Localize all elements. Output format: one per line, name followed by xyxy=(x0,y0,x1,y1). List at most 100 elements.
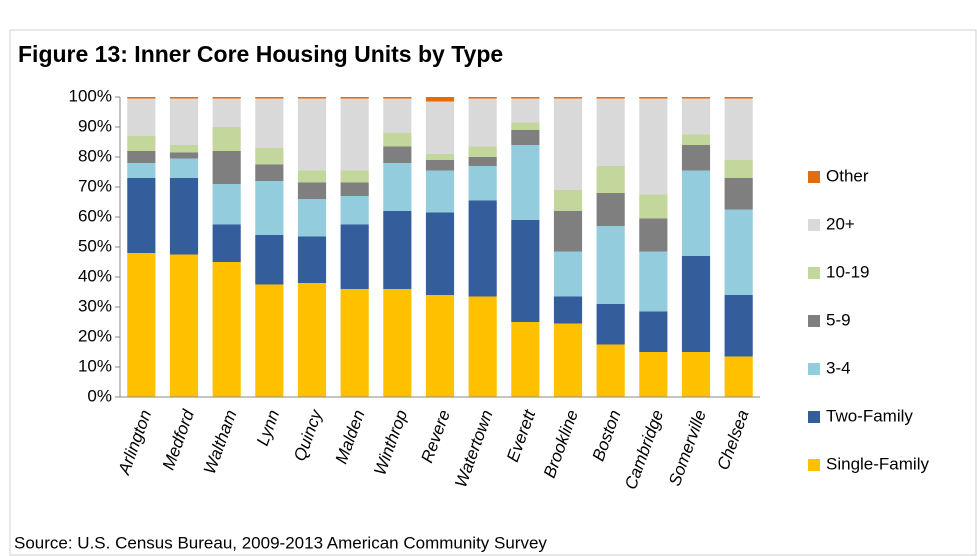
bar-segment xyxy=(553,251,583,297)
bar-segment xyxy=(127,178,156,253)
bar-segment xyxy=(340,98,369,171)
bar-segment xyxy=(212,98,241,127)
legend-label: 20+ xyxy=(826,214,855,233)
bar-segment xyxy=(169,98,199,145)
bar-segment xyxy=(681,170,711,256)
bar-segment xyxy=(212,262,241,397)
y-tick-label: 0% xyxy=(87,386,112,405)
legend-swatch xyxy=(808,411,820,423)
bar-segment xyxy=(212,184,241,225)
bar-segment xyxy=(340,196,369,225)
legend-label: 10-19 xyxy=(826,262,869,281)
bar-segment xyxy=(383,146,412,163)
bar-segment xyxy=(297,97,327,99)
bar-segment xyxy=(169,254,199,397)
bar-segment xyxy=(553,190,583,211)
bar-segment xyxy=(553,98,583,190)
bar-segment xyxy=(383,289,412,397)
bar-segment xyxy=(127,136,156,151)
bar-segment xyxy=(425,212,455,295)
bar-segment xyxy=(511,130,540,145)
bar-segment xyxy=(468,296,497,397)
bar-segment xyxy=(127,253,156,397)
bar-segment xyxy=(724,178,753,210)
bar-segment xyxy=(127,163,156,178)
bar-segment xyxy=(425,101,455,154)
bar-segment xyxy=(468,98,497,147)
bar-segment xyxy=(340,289,369,397)
bar-segment xyxy=(468,97,497,99)
bar-segment xyxy=(553,97,583,99)
bar-segment xyxy=(383,133,412,147)
y-tick-label: 50% xyxy=(78,236,112,255)
y-tick-label: 70% xyxy=(78,176,112,195)
bar-segment xyxy=(596,304,625,345)
bar-segment xyxy=(297,170,327,183)
bar-segment xyxy=(383,211,412,289)
bar-segment xyxy=(340,97,369,99)
bar-segment xyxy=(255,148,284,165)
bar-segment xyxy=(724,98,753,160)
bar-segment xyxy=(511,122,540,130)
chart-title: Figure 13: Inner Core Housing Units by T… xyxy=(18,41,503,67)
bar-segment xyxy=(639,98,668,195)
bar-segment xyxy=(639,194,668,219)
bar-segment xyxy=(425,170,455,213)
bar-segment xyxy=(169,145,199,153)
y-tick-label: 100% xyxy=(69,86,112,105)
bar-segment xyxy=(468,146,497,157)
bar-segment xyxy=(127,98,156,136)
bar-segment xyxy=(681,97,711,99)
bar-segment xyxy=(127,151,156,163)
bar-segment xyxy=(383,97,412,99)
legend-swatch xyxy=(808,363,820,375)
bar-segment xyxy=(425,160,455,171)
bar-segment xyxy=(255,164,284,181)
bar-segment xyxy=(681,145,711,171)
legend-label: Other xyxy=(826,166,869,185)
bar-segment xyxy=(340,170,369,183)
bar-segment xyxy=(297,199,327,237)
bar-segment xyxy=(425,154,455,160)
bar-segment xyxy=(596,97,625,99)
y-tick-label: 40% xyxy=(78,266,112,285)
bar-segment xyxy=(255,235,284,285)
bar-segment xyxy=(468,200,497,297)
bar-segment xyxy=(596,226,625,304)
bar-segment xyxy=(553,211,583,252)
bar-segment xyxy=(383,98,412,133)
bar-segment xyxy=(255,97,284,99)
y-tick-label: 90% xyxy=(78,116,112,135)
bar-segment xyxy=(596,344,625,397)
y-tick-label: 20% xyxy=(78,326,112,345)
bar-segment xyxy=(425,295,455,397)
bar-segment xyxy=(724,160,753,178)
source-note: Source: U.S. Census Bureau, 2009-2013 Am… xyxy=(14,533,547,552)
bar-segment xyxy=(212,151,241,184)
bar-segment xyxy=(639,251,668,312)
bar-segment xyxy=(596,166,625,193)
bar-segment xyxy=(596,193,625,226)
bar-segment xyxy=(297,182,327,199)
bar-segment xyxy=(383,163,412,211)
bar-segment xyxy=(724,356,753,397)
bar-segment xyxy=(681,98,711,135)
bar-segment xyxy=(639,218,668,252)
bar-segment xyxy=(724,97,753,99)
bar-segment xyxy=(297,283,327,397)
bar-segment xyxy=(340,182,369,196)
bar-segment xyxy=(511,97,540,99)
legend-label: 3-4 xyxy=(826,358,851,377)
bar-segment xyxy=(255,181,284,235)
legend-swatch xyxy=(808,171,820,183)
y-tick-label: 30% xyxy=(78,296,112,315)
bar-segment xyxy=(340,224,369,289)
bar-segment xyxy=(212,127,241,151)
bar-segment xyxy=(212,224,241,262)
bar-segment xyxy=(297,236,327,283)
bar-segment xyxy=(639,352,668,397)
bar-segment xyxy=(169,97,199,99)
bar-segment xyxy=(553,323,583,397)
bar-segment xyxy=(639,97,668,99)
